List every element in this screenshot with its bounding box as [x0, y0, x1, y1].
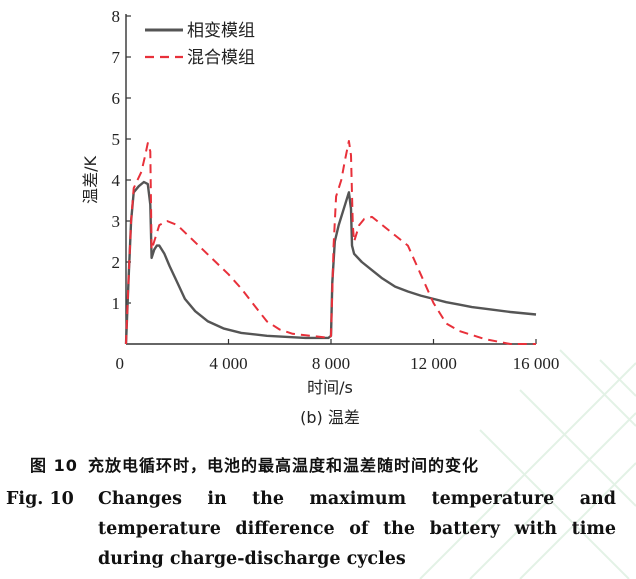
x-axis-title: 时间/s	[307, 378, 353, 397]
y-tick-label: 8	[112, 7, 121, 26]
caption-cn-number: 图 10	[30, 456, 78, 475]
caption-en-number: Fig. 10	[6, 489, 74, 509]
series-line-phase-change	[124, 180, 537, 345]
x-tick-label: 12 000	[410, 354, 457, 373]
legend-label-phase-change: 相变模组	[187, 21, 255, 41]
y-tick-label: 3	[112, 212, 121, 231]
y-tick-label: 2	[112, 253, 121, 272]
caption-cn-text: 充放电循环时，电池的最高温度和温差随时间的变化	[88, 456, 480, 475]
caption-en-text: Changes in the maximum temperature and t…	[98, 489, 616, 569]
x-tick-label: 16 000	[513, 354, 560, 373]
legend-label-hybrid: 混合模组	[187, 48, 255, 68]
legend: 相变模组 混合模组	[145, 21, 255, 68]
series-lines	[124, 140, 537, 345]
y-axis-title: 温差/K	[81, 156, 100, 204]
series-line-hybrid	[125, 140, 536, 345]
axis-ticks: 1 2 3 4 5 6 7 8 0 4 000 8 000 12 000 16 000	[112, 7, 560, 373]
x-tick-label: 4 000	[209, 354, 247, 373]
figure-caption-chinese: 图 10 充放电循环时，电池的最高温度和温差随时间的变化	[30, 452, 630, 476]
panel-label: (b) 温差	[300, 408, 360, 427]
figure-caption-english: Fig. 10 Changes in the maximum temperatu…	[6, 484, 616, 574]
y-tick-label: 1	[112, 294, 121, 313]
y-tick-label: 7	[112, 48, 121, 67]
y-tick-label: 6	[112, 89, 121, 108]
y-tick-label: 5	[112, 130, 121, 149]
x-tick-label: 8 000	[312, 354, 350, 373]
x-tick-label: 0	[116, 354, 125, 373]
y-tick-label: 4	[112, 171, 121, 190]
line-chart: 1 2 3 4 5 6 7 8 0 4 000 8 000 12 000 16 000 相变模组 混合模…	[81, 7, 560, 427]
